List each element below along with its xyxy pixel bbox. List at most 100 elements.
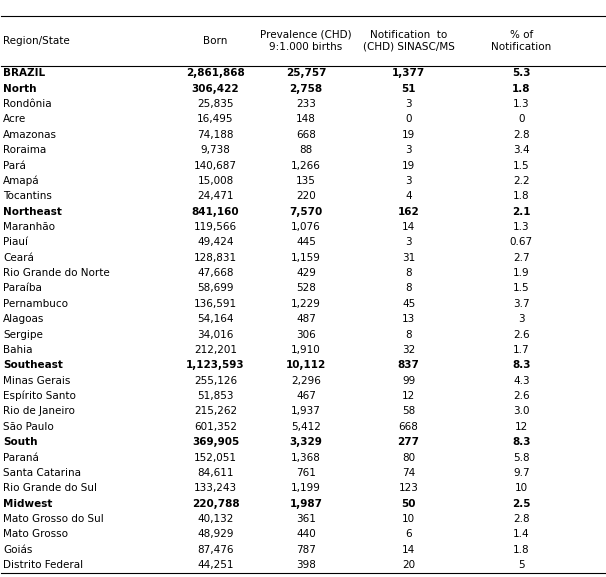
Text: Paraíba: Paraíba <box>3 283 42 294</box>
Text: 1,987: 1,987 <box>290 499 322 508</box>
Text: 1,368: 1,368 <box>291 452 321 463</box>
Text: 1.3: 1.3 <box>513 222 530 232</box>
Text: North: North <box>3 84 37 93</box>
Text: 4.3: 4.3 <box>513 376 530 385</box>
Text: 1,937: 1,937 <box>291 406 321 417</box>
Text: 12: 12 <box>402 391 415 401</box>
Text: 369,905: 369,905 <box>192 437 239 447</box>
Text: Midwest: Midwest <box>3 499 53 508</box>
Text: 787: 787 <box>296 545 316 554</box>
Text: Mato Grosso do Sul: Mato Grosso do Sul <box>3 514 104 524</box>
Text: 19: 19 <box>402 130 415 140</box>
Text: 440: 440 <box>296 529 316 539</box>
Text: 4: 4 <box>405 192 412 201</box>
Text: Amazonas: Amazonas <box>3 130 57 140</box>
Text: Roraima: Roraima <box>3 145 47 155</box>
Text: 5: 5 <box>518 560 525 570</box>
Text: 3: 3 <box>405 176 412 186</box>
Text: São Paulo: São Paulo <box>3 422 54 432</box>
Text: 14: 14 <box>402 545 415 554</box>
Text: 1,199: 1,199 <box>291 483 321 493</box>
Text: 1.3: 1.3 <box>513 99 530 109</box>
Text: 123: 123 <box>399 483 419 493</box>
Text: 220,788: 220,788 <box>191 499 239 508</box>
Text: Born: Born <box>204 36 228 46</box>
Text: 2,296: 2,296 <box>291 376 321 385</box>
Text: 3.7: 3.7 <box>513 299 530 309</box>
Text: 429: 429 <box>296 268 316 278</box>
Text: 1.8: 1.8 <box>513 192 530 201</box>
Text: 1,159: 1,159 <box>291 253 321 263</box>
Text: 528: 528 <box>296 283 316 294</box>
Text: 19: 19 <box>402 160 415 171</box>
Text: 34,016: 34,016 <box>198 329 234 340</box>
Text: 9,738: 9,738 <box>201 145 230 155</box>
Text: 44,251: 44,251 <box>198 560 234 570</box>
Text: 2.6: 2.6 <box>513 329 530 340</box>
Text: 277: 277 <box>398 437 419 447</box>
Text: 2.5: 2.5 <box>512 499 531 508</box>
Text: 128,831: 128,831 <box>194 253 237 263</box>
Text: 15,008: 15,008 <box>198 176 234 186</box>
Text: 162: 162 <box>398 207 419 217</box>
Text: Bahia: Bahia <box>3 345 33 355</box>
Text: Alagoas: Alagoas <box>3 314 45 324</box>
Text: 8: 8 <box>405 268 412 278</box>
Text: 16,495: 16,495 <box>198 114 234 125</box>
Text: 25,757: 25,757 <box>286 69 326 78</box>
Text: 306,422: 306,422 <box>191 84 239 93</box>
Text: Espírito Santo: Espírito Santo <box>3 391 76 401</box>
Text: Pernambuco: Pernambuco <box>3 299 68 309</box>
Text: 445: 445 <box>296 237 316 248</box>
Text: Paraná: Paraná <box>3 452 39 463</box>
Text: 2.1: 2.1 <box>512 207 531 217</box>
Text: 135: 135 <box>296 176 316 186</box>
Text: Northeast: Northeast <box>3 207 62 217</box>
Text: 32: 32 <box>402 345 415 355</box>
Text: 255,126: 255,126 <box>194 376 237 385</box>
Text: 45: 45 <box>402 299 415 309</box>
Text: 58: 58 <box>402 406 415 417</box>
Text: 40,132: 40,132 <box>198 514 234 524</box>
Text: 361: 361 <box>296 514 316 524</box>
Text: 5,412: 5,412 <box>291 422 321 432</box>
Text: Santa Catarina: Santa Catarina <box>3 468 81 478</box>
Text: 74,188: 74,188 <box>198 130 234 140</box>
Text: Prevalence (CHD)
9:1.000 births: Prevalence (CHD) 9:1.000 births <box>260 30 352 51</box>
Text: Region/State: Region/State <box>3 36 70 46</box>
Text: 74: 74 <box>402 468 415 478</box>
Text: 119,566: 119,566 <box>194 222 237 232</box>
Text: 3.4: 3.4 <box>513 145 530 155</box>
Text: 31: 31 <box>402 253 415 263</box>
Text: Rio de Janeiro: Rio de Janeiro <box>3 406 75 417</box>
Text: 5.3: 5.3 <box>512 69 531 78</box>
Text: 215,262: 215,262 <box>194 406 237 417</box>
Text: 841,160: 841,160 <box>191 207 239 217</box>
Text: 3,329: 3,329 <box>290 437 322 447</box>
Text: 306: 306 <box>296 329 316 340</box>
Text: 1,377: 1,377 <box>392 69 425 78</box>
Text: 58,699: 58,699 <box>198 283 234 294</box>
Text: 1,076: 1,076 <box>291 222 321 232</box>
Text: 48,929: 48,929 <box>198 529 234 539</box>
Text: Piauí: Piauí <box>3 237 28 248</box>
Text: Southeast: Southeast <box>3 360 63 370</box>
Text: 14: 14 <box>402 222 415 232</box>
Text: 1,123,593: 1,123,593 <box>186 360 245 370</box>
Text: 487: 487 <box>296 314 316 324</box>
Text: Maranhão: Maranhão <box>3 222 55 232</box>
Text: 133,243: 133,243 <box>194 483 237 493</box>
Text: 6: 6 <box>405 529 412 539</box>
Text: 25,835: 25,835 <box>198 99 234 109</box>
Text: 1.9: 1.9 <box>513 268 530 278</box>
Text: 3: 3 <box>405 99 412 109</box>
Text: % of
Notification: % of Notification <box>491 30 551 51</box>
Text: 837: 837 <box>398 360 419 370</box>
Text: Rio Grande do Norte: Rio Grande do Norte <box>3 268 110 278</box>
Text: 12: 12 <box>514 422 528 432</box>
Text: 2.8: 2.8 <box>513 514 530 524</box>
Text: 0: 0 <box>518 114 525 125</box>
Text: 7,570: 7,570 <box>290 207 322 217</box>
Text: 99: 99 <box>402 376 415 385</box>
Text: 13: 13 <box>402 314 415 324</box>
